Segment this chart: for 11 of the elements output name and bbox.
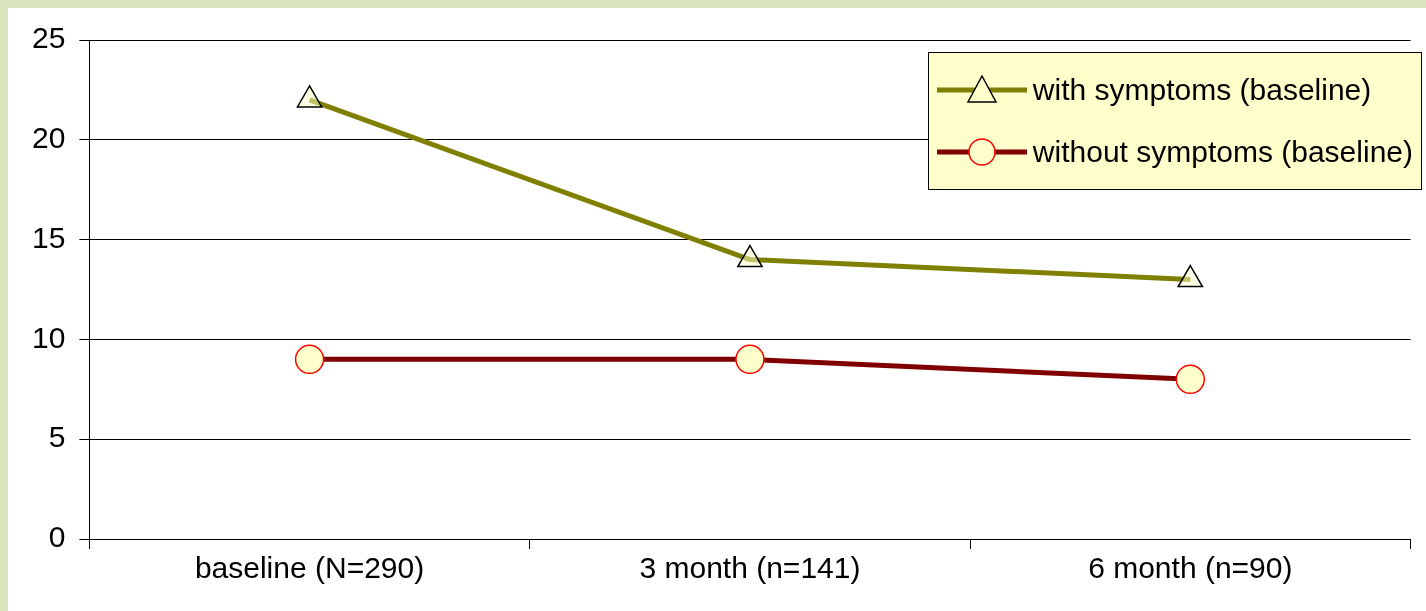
- legend-label: without symptoms (baseline): [1032, 135, 1413, 169]
- y-tick-label: 5: [48, 420, 66, 454]
- y-tick-label: 10: [31, 320, 66, 354]
- y-tick-label: 0: [48, 520, 66, 554]
- x-tick-label: 3 month (n=141): [639, 551, 861, 585]
- y-tick-label: 20: [31, 121, 66, 155]
- legend-label: with symptoms (baseline): [1032, 73, 1372, 107]
- x-tick-label: baseline (N=290): [194, 551, 425, 585]
- y-tick-label: 25: [31, 21, 66, 55]
- x-tick-label: 6 month (n=90): [1088, 551, 1293, 585]
- y-tick-label: 15: [31, 220, 66, 254]
